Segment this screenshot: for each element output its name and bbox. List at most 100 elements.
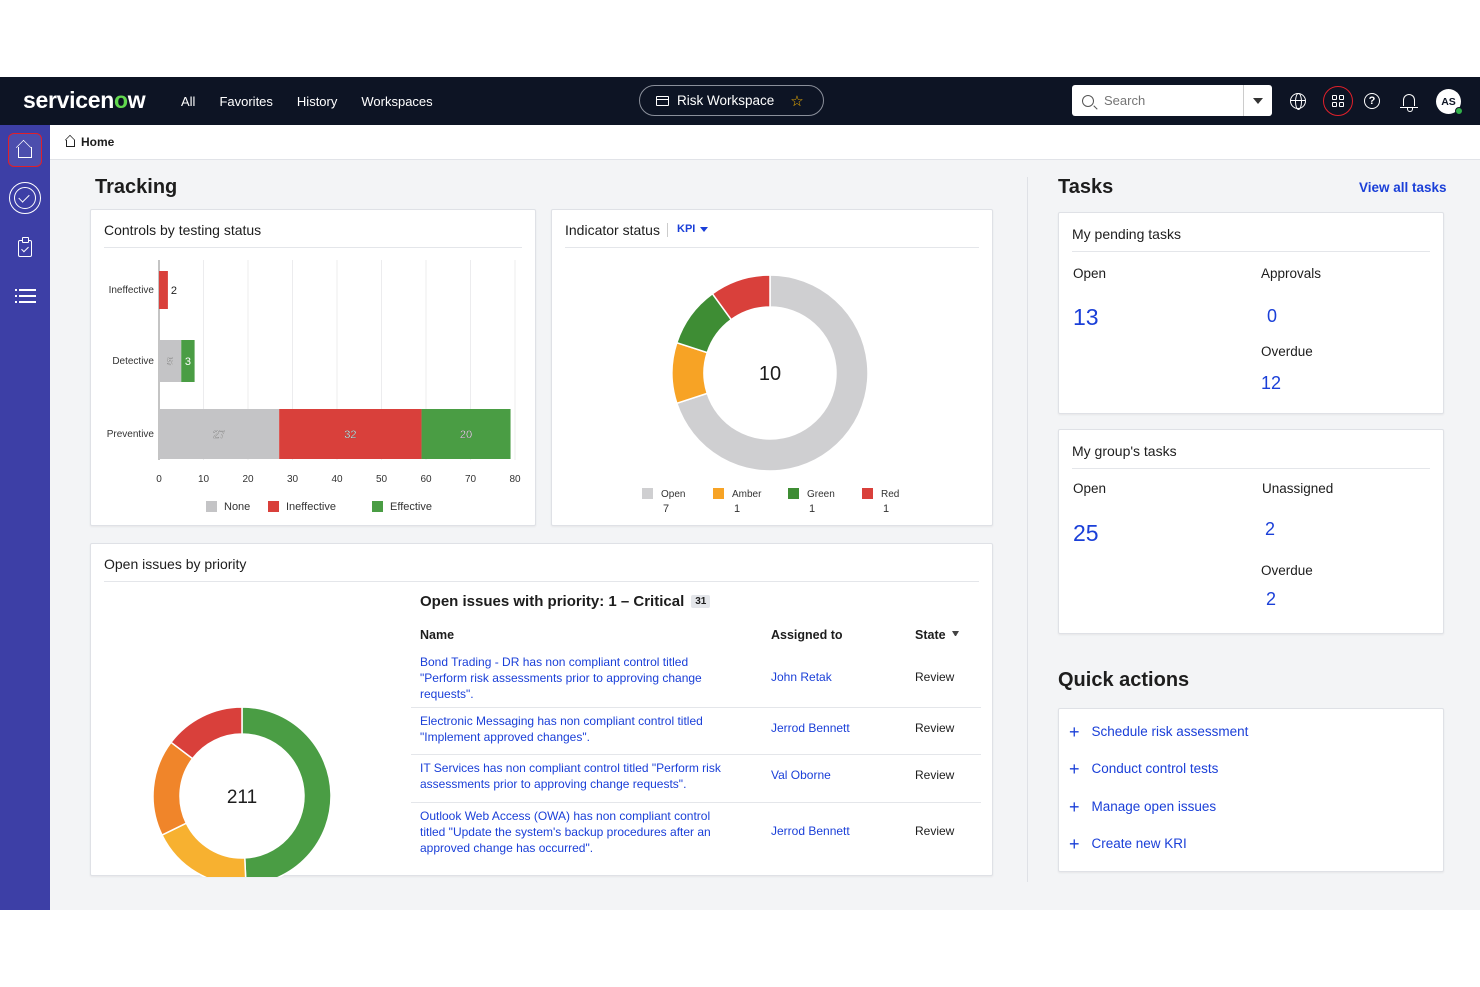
assignee-link[interactable]: Jerrod Bennett	[771, 721, 850, 735]
assignee-link[interactable]: Val Oborne	[771, 768, 831, 782]
search-input[interactable]	[1104, 93, 1244, 108]
nav-history[interactable]: History	[296, 93, 338, 109]
group-unassigned-label: Unassigned	[1262, 481, 1334, 496]
legend-swatch	[642, 488, 653, 499]
issue-name-line: requests".	[420, 687, 474, 701]
pending-tasks-title: My pending tasks	[1072, 226, 1181, 242]
assignee-link[interactable]: Jerrod Bennett	[771, 824, 850, 838]
servicenow-logo[interactable]: servicenow	[23, 87, 146, 114]
group-unassigned-count[interactable]: 2	[1265, 519, 1276, 539]
workspace-name: Risk Workspace	[677, 93, 775, 108]
language-globe-icon[interactable]	[1286, 89, 1310, 113]
sidebar-tasks[interactable]	[8, 181, 42, 215]
breadcrumb[interactable]: Home	[66, 135, 114, 149]
plus-icon: +	[1069, 758, 1080, 779]
tracking-title: Tracking	[95, 176, 178, 198]
donut-slice	[152, 741, 194, 837]
qa-label: Manage open issues	[1091, 799, 1217, 814]
qa-manage-open-issues[interactable]: + Manage open issues	[1069, 798, 1217, 816]
bar-data-label: 32	[344, 429, 356, 441]
pending-overdue-count[interactable]: 12	[1261, 373, 1282, 393]
assignee-link[interactable]: John Retak	[771, 670, 832, 684]
breadcrumb-home: Home	[81, 135, 115, 149]
breadcrumb-bar: Home	[50, 125, 1480, 160]
nav-favorites[interactable]: Favorites	[219, 93, 273, 109]
issue-name-link[interactable]: Outlook Web Access (OWA) has non complia…	[420, 808, 740, 856]
search-scope-dropdown[interactable]	[1243, 85, 1272, 116]
group-open-count[interactable]: 25	[1073, 520, 1099, 546]
legend-value: 1	[809, 503, 815, 515]
sidebar-home[interactable]	[8, 133, 42, 167]
indicator-status-card: Indicator status KPI 10 Open 7 Amber 1 Green 1…	[551, 209, 993, 526]
col-header-name[interactable]: Name	[420, 628, 455, 642]
pending-open-count[interactable]: 13	[1073, 304, 1099, 330]
pending-open-label: Open	[1073, 266, 1107, 281]
x-tick-label: 50	[376, 474, 388, 485]
logo-text-o: o	[113, 87, 128, 113]
sidebar-lists[interactable]	[8, 279, 42, 313]
nav-all[interactable]: All	[181, 93, 196, 109]
qa-create-new-kri[interactable]: + Create new KRI	[1069, 835, 1187, 853]
bar-segment	[279, 409, 422, 459]
pending-overdue-label: Overdue	[1261, 344, 1313, 359]
y-category-label: Ineffective	[109, 285, 155, 296]
top-navigation-bar: servicenow All Favorites History Workspa…	[0, 77, 1480, 125]
x-tick-label: 10	[198, 474, 210, 485]
issues-table-title: Open issues with priority: 1 – Critical 3…	[420, 593, 711, 610]
legend-value: 7	[663, 503, 669, 515]
bar-data-label: 3	[185, 356, 191, 368]
logo-text-start: servicen	[23, 87, 114, 113]
help-icon[interactable]: ?	[1360, 89, 1384, 113]
plus-icon: +	[1069, 721, 1080, 742]
kpi-dropdown[interactable]: KPI	[666, 223, 708, 237]
nav-workspaces[interactable]: Workspaces	[361, 93, 433, 109]
legend-swatch	[206, 501, 217, 512]
x-tick-label: 0	[156, 474, 162, 485]
bar-segment	[159, 340, 182, 382]
pending-approvals-count[interactable]: 0	[1267, 306, 1278, 326]
col-header-assigned[interactable]: Assigned to	[771, 628, 843, 642]
issue-name-line: IT Services has non compliant control ti…	[420, 761, 721, 775]
online-status-dot	[1455, 107, 1463, 115]
search-icon	[1082, 94, 1094, 107]
indicator-card-title: Indicator status	[565, 222, 660, 238]
qa-conduct-control-tests[interactable]: + Conduct control tests	[1069, 758, 1218, 779]
issue-name-link[interactable]: Bond Trading - DR has non compliant cont…	[420, 654, 740, 702]
workspace-pill[interactable]: Risk Workspace ☆	[639, 85, 824, 116]
table-row[interactable]: Bond Trading - DR has non compliant cont…	[411, 649, 981, 708]
workspace-switcher-icon[interactable]	[1323, 86, 1353, 116]
legend-label: Red	[881, 489, 899, 500]
issue-name-link[interactable]: IT Services has non compliant control ti…	[420, 760, 740, 792]
qa-schedule-risk-assessment[interactable]: + Schedule risk assessment	[1069, 721, 1248, 742]
group-overdue-count[interactable]: 2	[1266, 589, 1277, 609]
donut-slice	[675, 274, 869, 472]
user-avatar[interactable]: AS	[1436, 89, 1463, 115]
col-header-state[interactable]: State	[915, 628, 959, 642]
issue-name-link[interactable]: Electronic Messaging has non compliant c…	[420, 713, 740, 745]
table-row[interactable]: Outlook Web Access (OWA) has non complia…	[411, 803, 981, 868]
global-search	[1072, 85, 1272, 116]
table-row[interactable]: Electronic Messaging has non compliant c…	[411, 708, 981, 755]
quick-actions-card: + Schedule risk assessment + Conduct contr…	[1058, 708, 1444, 872]
group-open-label: Open	[1073, 481, 1107, 496]
issues-table-title-text: Open issues with priority: 1 – Critical	[420, 593, 685, 610]
bar-data-label: 27	[213, 429, 225, 441]
issue-name-line: "Implement approved changes".	[420, 730, 590, 744]
donut-center-label: 211	[227, 787, 257, 808]
pending-approvals-label: Approvals	[1261, 266, 1322, 281]
indicator-donut-chart: 10 Open 7 Amber 1 Green 1 Red 1	[642, 274, 899, 515]
sidebar-assessments[interactable]	[8, 231, 42, 265]
x-tick-label: 30	[287, 474, 299, 485]
quick-actions-title: Quick actions	[1058, 669, 1190, 691]
filter-icon[interactable]	[951, 631, 959, 638]
y-category-label: Preventive	[107, 429, 155, 440]
view-all-tasks-link[interactable]: View all tasks	[1359, 180, 1447, 195]
legend-swatch	[372, 501, 383, 512]
legend-label: None	[224, 501, 250, 513]
donut-slice	[711, 274, 771, 321]
favorite-star-icon[interactable]: ☆	[790, 92, 804, 110]
y-category-label: Detective	[112, 356, 154, 367]
legend-value: 1	[734, 503, 740, 515]
notifications-bell-icon[interactable]	[1397, 89, 1421, 113]
table-row[interactable]: IT Services has non compliant control ti…	[411, 755, 981, 803]
